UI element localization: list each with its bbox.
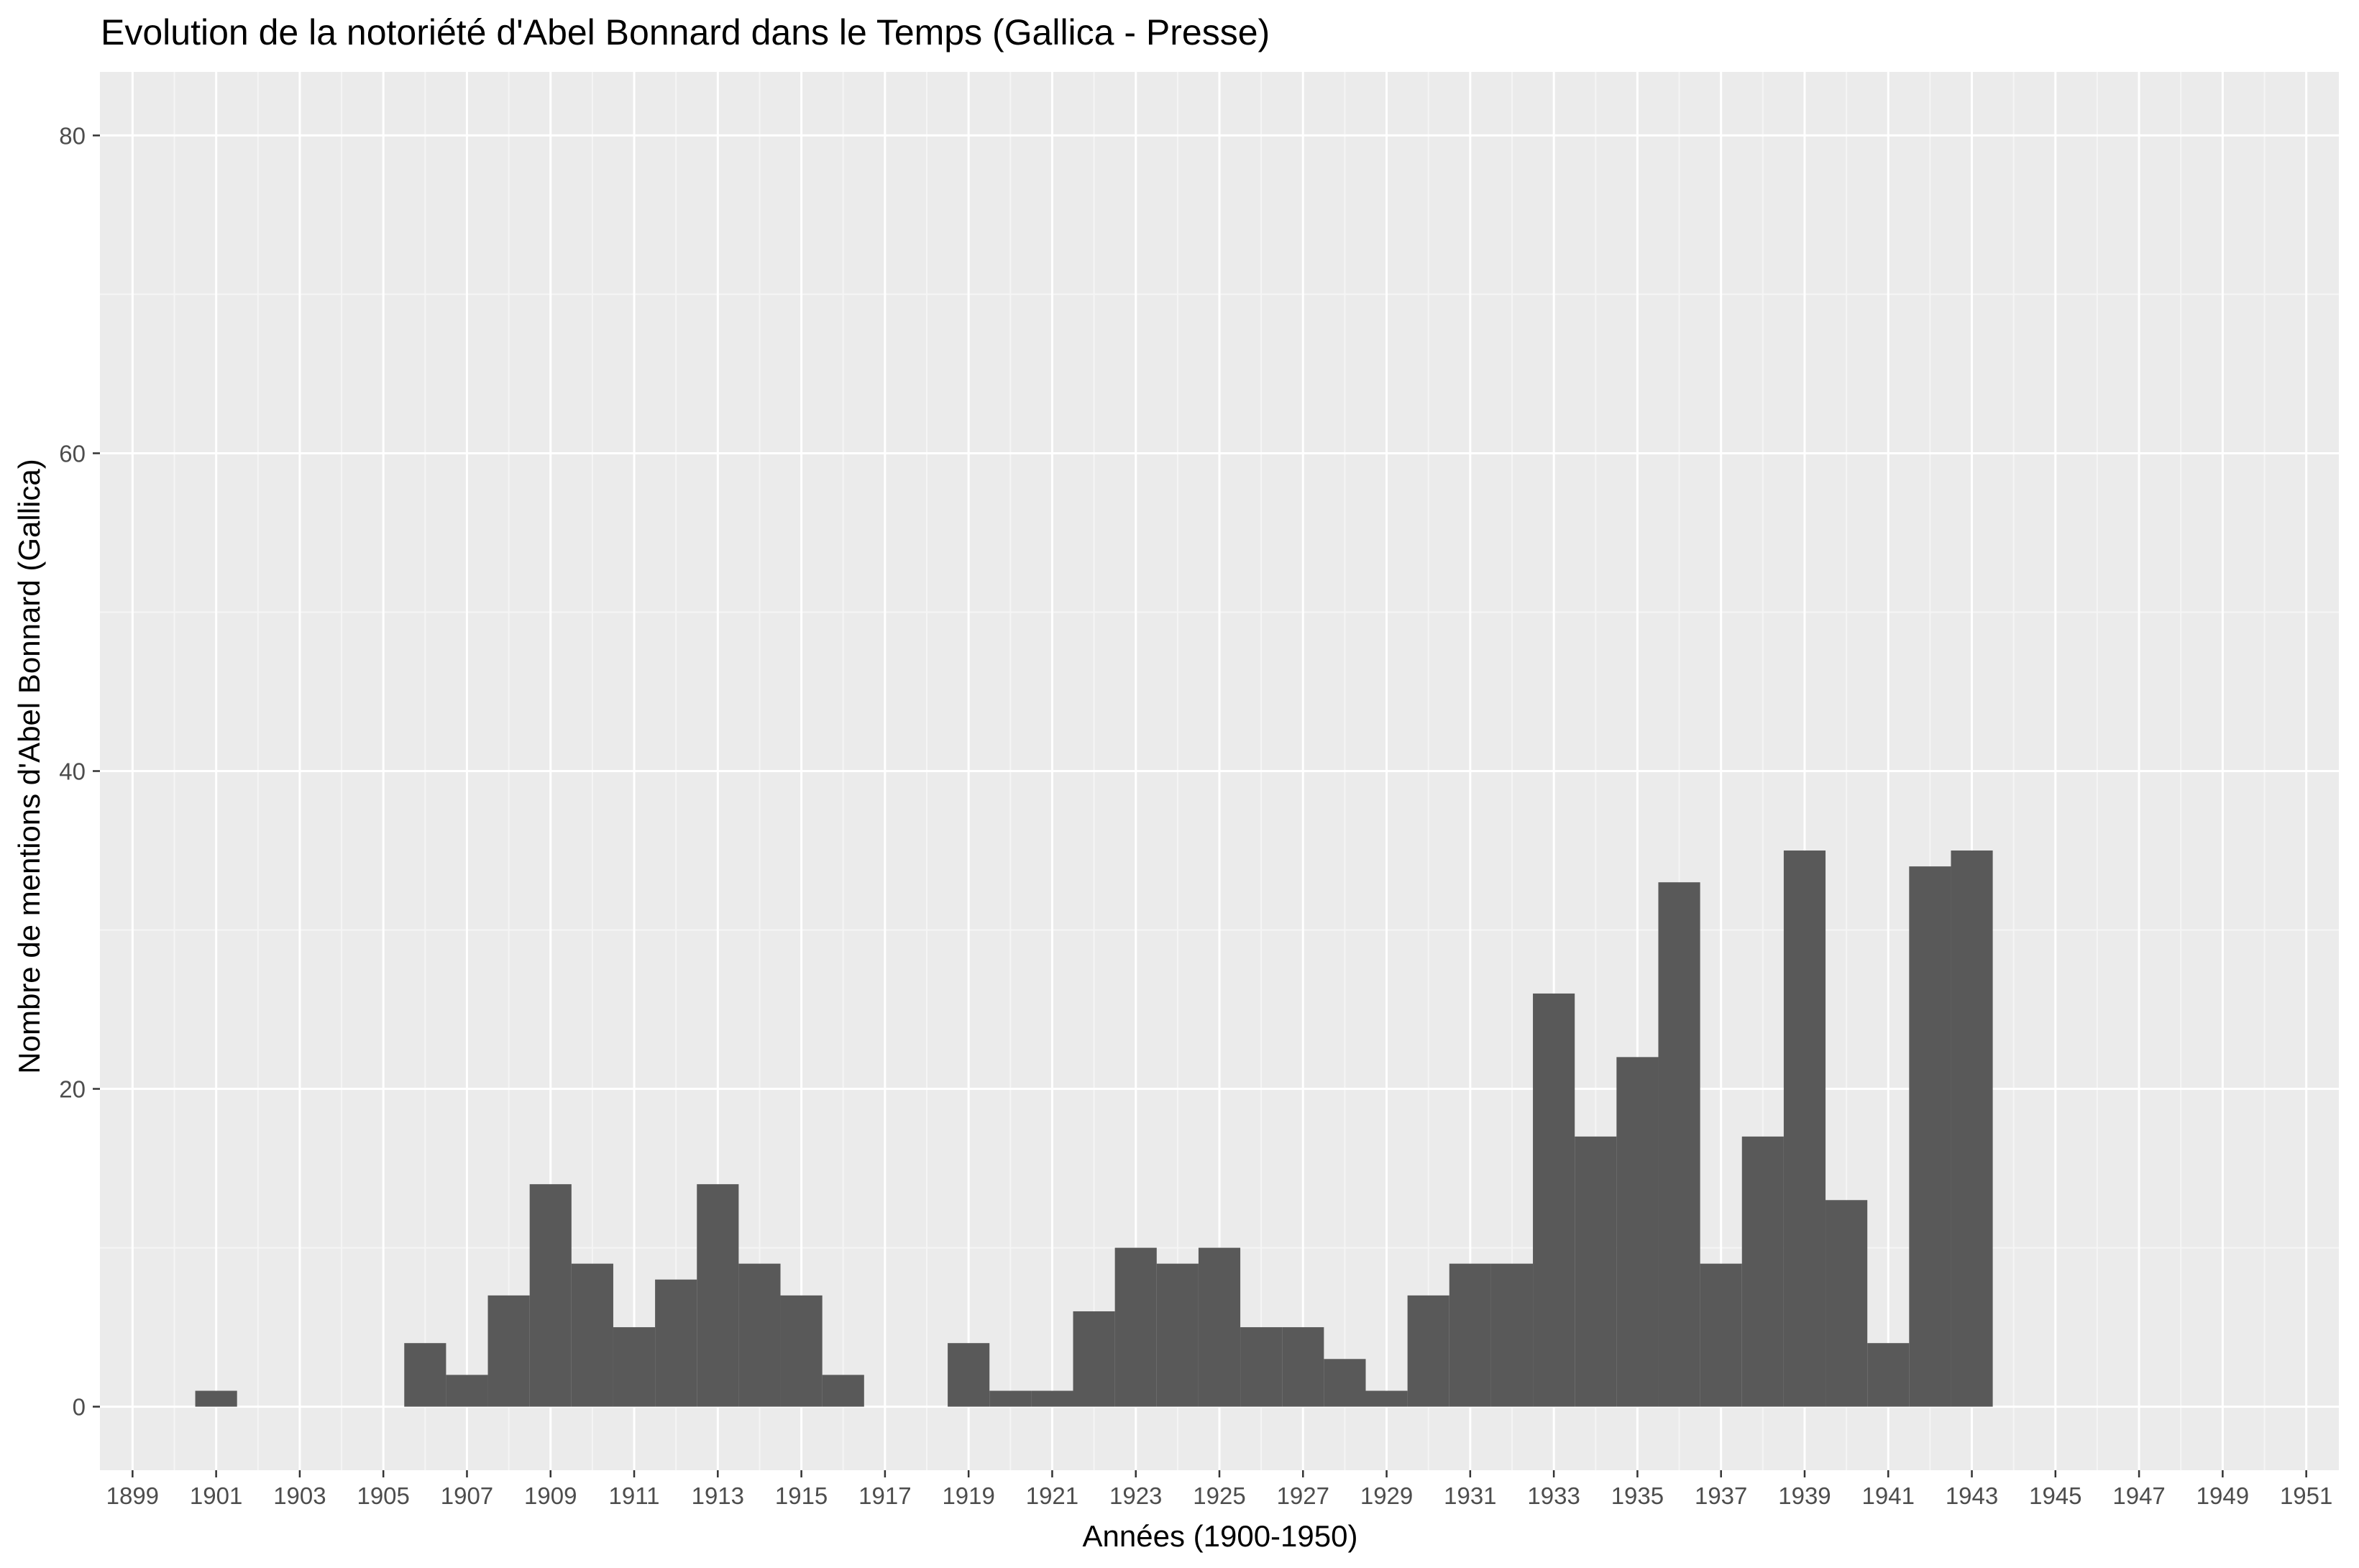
- x-tick-label: 1943: [1946, 1482, 1998, 1509]
- bar-1938: [1741, 1136, 1784, 1407]
- bar-1942: [1909, 866, 1951, 1407]
- bar-1921: [1031, 1390, 1073, 1407]
- y-tick-label: 40: [59, 758, 86, 785]
- bar-1932: [1490, 1263, 1534, 1407]
- bar-1935: [1616, 1057, 1659, 1407]
- bar-1940: [1826, 1200, 1868, 1407]
- y-tick-label: 60: [59, 440, 86, 467]
- bar-1906: [404, 1343, 446, 1407]
- x-tick-label: 1901: [190, 1482, 242, 1509]
- bar-1928: [1324, 1359, 1366, 1407]
- bar-1914: [738, 1263, 781, 1407]
- x-tick-label: 1947: [2112, 1482, 2165, 1509]
- x-tick-label: 1917: [858, 1482, 911, 1509]
- bar-1939: [1783, 851, 1826, 1407]
- bar-1927: [1282, 1327, 1324, 1407]
- x-tick-label: 1913: [692, 1482, 744, 1509]
- x-tick-label: 1931: [1444, 1482, 1496, 1509]
- bar-1925: [1198, 1247, 1241, 1407]
- x-tick-label: 1929: [1360, 1482, 1413, 1509]
- x-tick-label: 1907: [441, 1482, 493, 1509]
- x-tick-label: 1909: [524, 1482, 577, 1509]
- x-tick-label: 1951: [2280, 1482, 2332, 1509]
- x-tick-label: 1911: [609, 1482, 660, 1509]
- bar-1919: [948, 1343, 990, 1407]
- y-tick-label: 20: [59, 1076, 86, 1103]
- x-tick-label: 1903: [273, 1482, 326, 1509]
- bar-1909: [529, 1184, 572, 1407]
- y-tick-label: 0: [73, 1394, 86, 1421]
- bar-1911: [613, 1327, 656, 1407]
- x-tick-label: 1899: [106, 1482, 159, 1509]
- chart-title: Evolution de la notoriété d'Abel Bonnard…: [101, 12, 1270, 52]
- x-tick-label: 1921: [1026, 1482, 1078, 1509]
- x-tick-label: 1937: [1695, 1482, 1747, 1509]
- bar-1912: [655, 1279, 697, 1407]
- x-axis: 1899 1901 1903 1905 1907 1909 1911 1913 1915 1917…: [106, 1470, 2332, 1509]
- x-tick-label: 1949: [2197, 1482, 2249, 1509]
- x-tick-label: 1939: [1778, 1482, 1831, 1509]
- x-tick-label: 1935: [1611, 1482, 1664, 1509]
- bar-1926: [1240, 1327, 1283, 1407]
- bar-1931: [1449, 1263, 1491, 1407]
- bar-1915: [780, 1295, 823, 1407]
- bar-1941: [1867, 1343, 1910, 1407]
- y-axis-title: Nombre de mentions d'Abel Bonnard (Galli…: [12, 459, 46, 1073]
- bar-1913: [697, 1184, 739, 1407]
- x-tick-label: 1905: [357, 1482, 409, 1509]
- x-tick-label: 1945: [2029, 1482, 2081, 1509]
- bar-1933: [1533, 993, 1575, 1407]
- x-tick-label: 1915: [775, 1482, 828, 1509]
- x-tick-label: 1927: [1277, 1482, 1329, 1509]
- bar-1929: [1365, 1390, 1408, 1407]
- bar-1923: [1114, 1247, 1157, 1407]
- bar-1920: [989, 1390, 1032, 1407]
- x-tick-label: 1933: [1527, 1482, 1580, 1509]
- bars: [195, 851, 1993, 1407]
- bar-1908: [487, 1295, 530, 1407]
- bar-1910: [571, 1263, 613, 1407]
- y-axis: 0 20 40 60 80: [59, 122, 100, 1421]
- x-tick-label: 1941: [1862, 1482, 1915, 1509]
- bar-1943: [1951, 851, 1993, 1407]
- x-tick-label: 1919: [942, 1482, 994, 1509]
- bar-1922: [1073, 1311, 1115, 1407]
- bar-1930: [1407, 1295, 1449, 1407]
- bar-1907: [446, 1375, 488, 1407]
- x-tick-label: 1923: [1109, 1482, 1162, 1509]
- bar-1936: [1658, 882, 1700, 1407]
- y-tick-label: 80: [59, 122, 86, 149]
- bar-1916: [822, 1375, 864, 1407]
- bar-1934: [1575, 1136, 1617, 1407]
- bar-1901: [195, 1390, 237, 1407]
- x-tick-label: 1925: [1193, 1482, 1245, 1509]
- bar-1924: [1156, 1263, 1199, 1407]
- bar-1937: [1700, 1263, 1742, 1407]
- x-axis-title: Années (1900-1950): [1083, 1519, 1358, 1553]
